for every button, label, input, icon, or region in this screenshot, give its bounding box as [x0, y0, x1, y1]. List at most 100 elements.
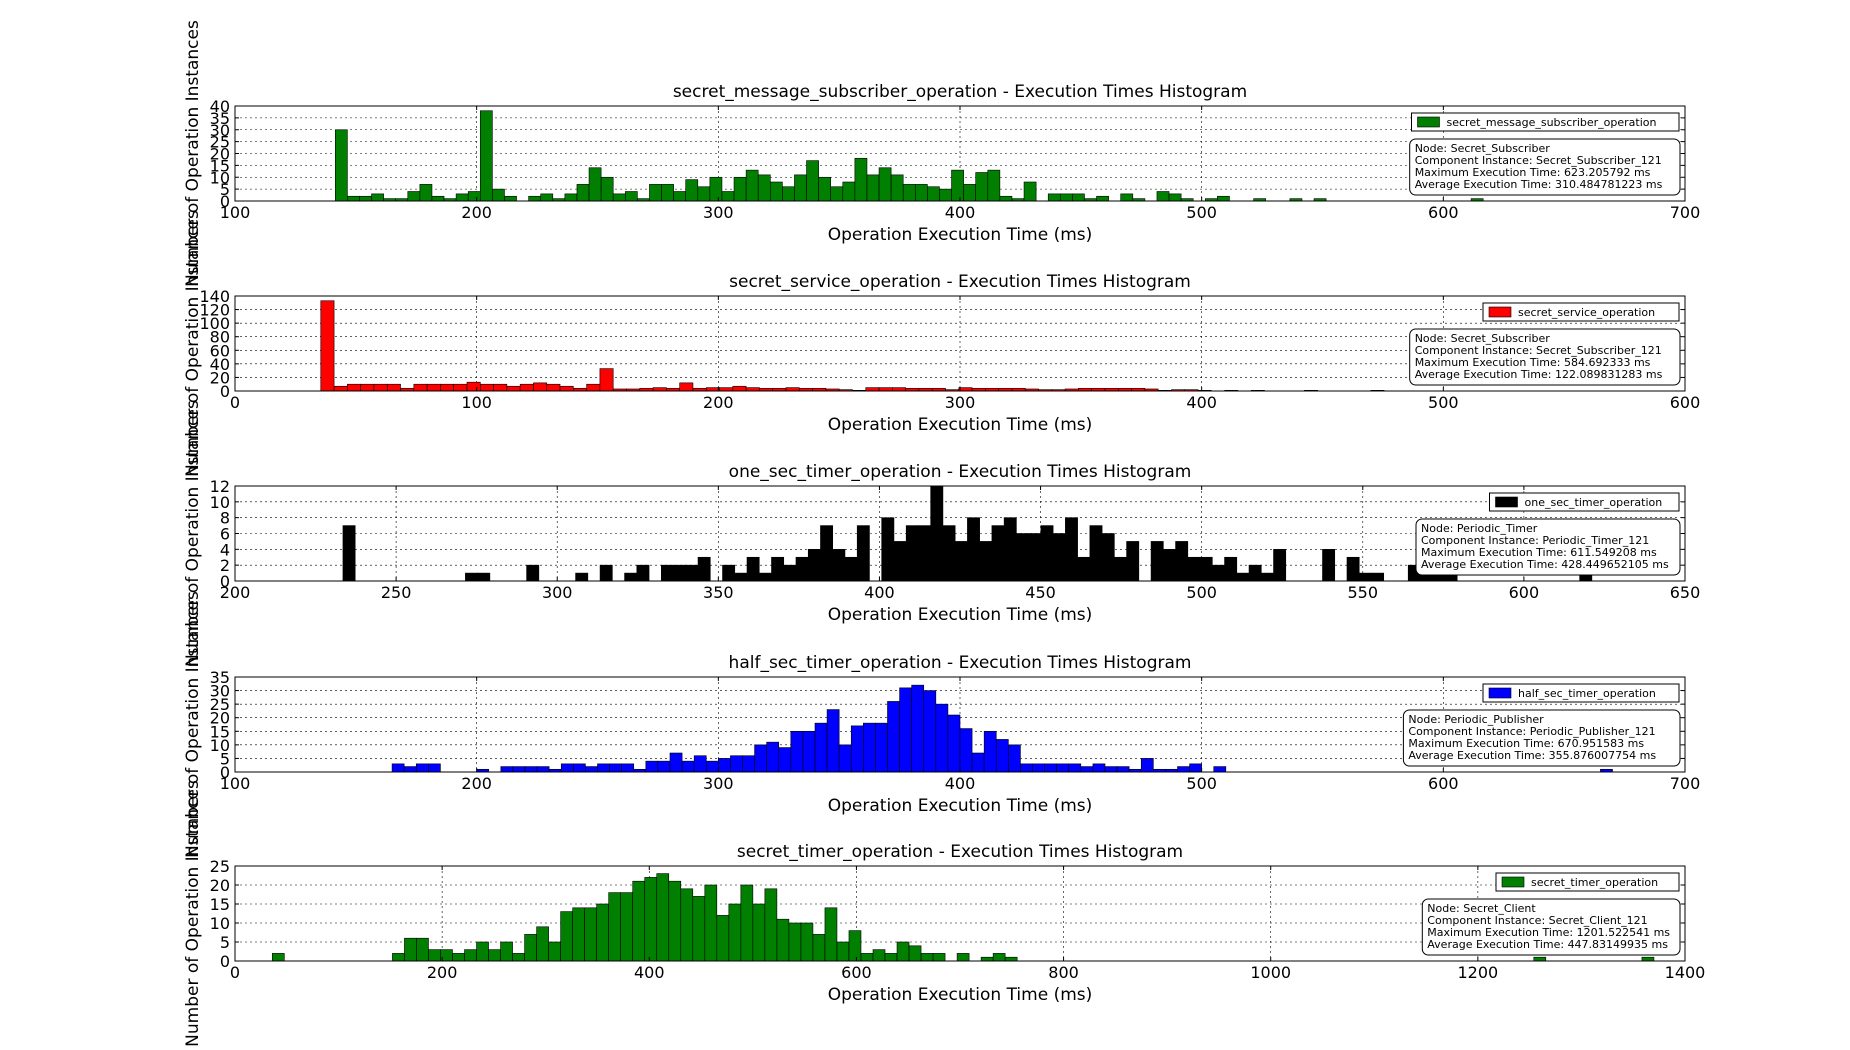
x-tick-label: 200 [703, 393, 734, 412]
y-tick-label: 0 [220, 192, 230, 211]
histogram-bar [452, 953, 465, 962]
y-tick-label: 140 [199, 287, 230, 306]
info-line: Node: Secret_Subscriber [1415, 142, 1551, 155]
histogram-bar [987, 169, 1001, 202]
histogram-bar [758, 572, 772, 582]
x-tick-label: 650 [1670, 583, 1701, 602]
histogram-bar [500, 766, 514, 773]
histogram-bar [560, 763, 574, 773]
info-line: Maximum Execution Time: 611.549208 ms [1421, 546, 1657, 559]
histogram-bar [746, 556, 760, 582]
histogram-bar [661, 184, 674, 202]
info-box-frame [1409, 328, 1681, 386]
histogram-bar [386, 383, 401, 392]
histogram-bar [1080, 766, 1094, 773]
histogram-bar [1224, 556, 1238, 582]
histogram-bar [806, 160, 819, 202]
y-tick-label: 80 [210, 328, 230, 347]
y-tick-label: 0 [220, 763, 230, 782]
histogram-panel-3: one_sec_timer_operation - Execution Time… [183, 400, 1700, 667]
histogram-bar [854, 157, 868, 202]
histogram-bar [1533, 956, 1547, 962]
x-tick-label: 1000 [1250, 963, 1291, 982]
y-axis-label: Number of Operation Instances [183, 780, 203, 1047]
histogram-bar [884, 953, 898, 962]
legend-box [1489, 492, 1680, 512]
histogram-bar [860, 953, 874, 962]
histogram-bar [1322, 549, 1336, 582]
histogram-bar [512, 766, 526, 773]
histogram-bar [1077, 556, 1091, 582]
histogram-bar [958, 387, 973, 392]
legend: secret_service_operation [1482, 302, 1680, 322]
histogram-bar [1260, 572, 1274, 582]
histogram-bar [652, 387, 667, 392]
legend-label: secret_message_subscriber_operation [1447, 116, 1657, 129]
histogram-bar [733, 176, 747, 202]
histogram-bar [403, 766, 417, 773]
histogram-bar [608, 892, 622, 962]
histogram-bar [426, 383, 441, 392]
histogram-bar [844, 556, 858, 582]
histogram-bar [428, 763, 441, 773]
x-tick-label: 400 [1186, 393, 1217, 412]
histogram-bar [721, 191, 735, 202]
histogram-bar [479, 110, 493, 202]
histogram-bar [863, 722, 876, 773]
histogram-bar [818, 176, 832, 202]
x-tick-label: 550 [1348, 583, 1379, 602]
histogram-bar [1156, 191, 1170, 202]
histogram-bar [347, 195, 360, 202]
histogram-bar [878, 387, 893, 392]
y-tick-label: 40 [210, 97, 230, 116]
histogram-bar [504, 195, 517, 202]
histogram-bar [983, 730, 997, 773]
y-tick-label: 0 [220, 382, 230, 401]
histogram-bar [719, 387, 734, 392]
x-tick-label: 800 [1048, 963, 1079, 982]
histogram-bar [838, 744, 852, 773]
legend: one_sec_timer_operation [1489, 492, 1680, 512]
histogram-bar [528, 195, 542, 202]
histogram-bar [373, 383, 388, 392]
x-tick-label: 700 [1670, 774, 1701, 793]
x-tick-label: 400 [634, 963, 665, 982]
histogram-bar [697, 186, 711, 202]
histogram-bar [428, 949, 441, 962]
histogram-bar [1065, 517, 1078, 582]
histogram-bar [1101, 533, 1115, 582]
histogram-bar [360, 383, 375, 392]
x-tick-label: 400 [864, 583, 895, 602]
info-line: Average Execution Time: 428.449652105 ms [1421, 558, 1669, 571]
histogram-bar [404, 937, 417, 962]
histogram-bar [333, 385, 348, 392]
histogram-bar [766, 741, 780, 773]
histogram-bar [800, 922, 814, 962]
x-tick-label: 100 [461, 393, 492, 412]
y-tick-label: 10 [210, 168, 230, 187]
histogram-bar [732, 385, 747, 392]
chart-title: one_sec_timer_operation - Execution Time… [729, 462, 1192, 482]
histogram-bar [790, 730, 804, 773]
x-tick-label: 600 [1509, 583, 1540, 602]
y-tick-label: 25 [210, 695, 230, 714]
histogram-bar [464, 949, 477, 962]
histogram-bar [533, 382, 548, 392]
info-line: Node: Secret_Subscriber [1415, 332, 1551, 345]
histogram-bar [992, 953, 1006, 962]
x-tick-label: 600 [1670, 393, 1701, 412]
x-tick-label: 350 [703, 583, 734, 602]
histogram-bar [820, 525, 834, 582]
y-tick-label: 10 [210, 736, 230, 755]
y-tick-label: 4 [220, 540, 230, 559]
y-tick-label: 5 [220, 180, 230, 199]
histogram-bar [887, 701, 900, 773]
histogram-bar [415, 763, 429, 773]
histogram-bar [1003, 517, 1017, 582]
histogram-bar [599, 368, 614, 392]
x-axis-label: Operation Execution Time (ms) [828, 415, 1093, 435]
histogram-bar [359, 195, 372, 202]
histogram-bar [645, 760, 659, 773]
histogram-bar [586, 383, 601, 392]
